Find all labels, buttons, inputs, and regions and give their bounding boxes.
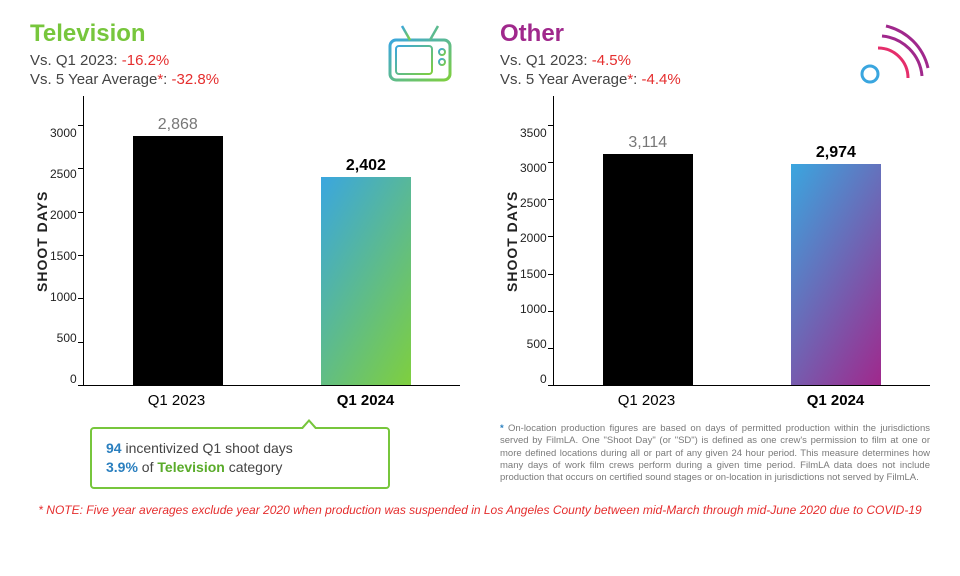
ytick-label: 2500 — [520, 196, 547, 210]
callout-rest2: of — [138, 459, 157, 475]
ytick-label: 3000 — [520, 161, 547, 175]
ytick-label: 3000 — [50, 126, 77, 140]
other-chart: SHOOT DAYS 3500300025002000150010005000 … — [500, 96, 930, 386]
tv-vs-5yr: Vs. 5 Year Average*: -32.8% — [30, 71, 380, 88]
tv-vs-5yr-label-pre: Vs. 5 Year Average — [30, 71, 157, 88]
bar-value-label: 2,402 — [346, 157, 386, 175]
other-footnote: * On-location production figures are bas… — [500, 423, 930, 485]
ytick-label: 500 — [57, 331, 77, 345]
other-ylabel: SHOOT DAYS — [500, 96, 520, 386]
tv-ylabel: SHOOT DAYS — [30, 96, 50, 386]
tv-xcats: Q1 2023 Q1 2024 — [30, 392, 460, 409]
other-vs-5yr-label-pre: Vs. 5 Year Average — [500, 71, 627, 88]
ytick-label: 2000 — [50, 208, 77, 222]
other-plot: 3,114 2,974 — [553, 96, 930, 386]
other-panel: Other Vs. Q1 2023: -4.5% Vs. 5 Year Aver… — [500, 20, 930, 489]
other-vs-q1: Vs. Q1 2023: -4.5% — [500, 52, 850, 69]
television-icon — [380, 20, 460, 90]
tv-vs-q1-label: Vs. Q1 2023: — [30, 52, 122, 69]
ytick-label: 1500 — [50, 249, 77, 263]
other-title: Other — [500, 20, 850, 48]
bar-group: 3,114 — [598, 134, 698, 385]
tv-vs-q1: Vs. Q1 2023: -16.2% — [30, 52, 380, 69]
bottom-note: * NOTE: Five year averages exclude year … — [30, 503, 930, 517]
ytick-label: 0 — [70, 372, 77, 386]
tv-chart: SHOOT DAYS 3000 2500 2000 1500 1000 500 0 2,86… — [30, 96, 460, 386]
ytick-label: 2000 — [520, 231, 547, 245]
bar-value-label: 3,114 — [628, 134, 667, 152]
x-category: Q1 2023 — [127, 392, 227, 409]
other-vs-q1-label: Vs. Q1 2023: — [500, 52, 592, 69]
tv-plot: 2,868 2,402 — [83, 96, 460, 386]
other-header: Other Vs. Q1 2023: -4.5% Vs. 5 Year Aver… — [500, 20, 930, 90]
bar-group: 2,974 — [786, 144, 886, 385]
ytick-label: 1500 — [520, 267, 547, 281]
tv-callout: 94 incentivized Q1 shoot days 3.9% of Te… — [90, 427, 390, 489]
callout-rest1: incentivized Q1 shoot days — [122, 440, 293, 456]
ytick-label: 2500 — [50, 167, 77, 181]
tv-vs-q1-val: -16.2% — [122, 52, 170, 69]
bar — [321, 177, 411, 385]
tv-vs-5yr-val: -32.8% — [172, 71, 220, 88]
bar — [791, 164, 881, 385]
x-category: Q1 2024 — [786, 392, 886, 409]
other-xcats: Q1 2023 Q1 2024 — [500, 392, 930, 409]
bar-value-label: 2,868 — [158, 116, 198, 134]
bar-value-label: 2,974 — [816, 144, 856, 162]
callout-rest3: category — [225, 459, 283, 475]
ytick-label: 1000 — [520, 302, 547, 316]
panels: Television Vs. Q1 2023: -16.2% Vs. 5 Yea… — [30, 20, 930, 489]
tv-panel: Television Vs. Q1 2023: -16.2% Vs. 5 Yea… — [30, 20, 460, 489]
bar — [603, 154, 693, 385]
callout-cat: Television — [157, 459, 224, 475]
bar-group: 2,402 — [316, 157, 416, 385]
bar-group: 2,868 — [128, 116, 228, 385]
ytick-label: 3500 — [520, 126, 547, 140]
callout-n: 94 — [106, 440, 122, 456]
ytick-label: 500 — [527, 337, 547, 351]
other-vs-q1-val: -4.5% — [592, 52, 631, 69]
other-vs-5yr-val: -4.4% — [642, 71, 681, 88]
tv-vs-5yr-label-post: : — [163, 71, 171, 88]
other-footnote-text: On-location production figures are based… — [500, 423, 930, 483]
broadcast-icon — [850, 20, 930, 90]
tv-header: Television Vs. Q1 2023: -16.2% Vs. 5 Yea… — [30, 20, 460, 90]
other-vs-5yr: Vs. 5 Year Average*: -4.4% — [500, 71, 850, 88]
bar — [133, 136, 223, 385]
ytick-label: 0 — [540, 372, 547, 386]
x-category: Q1 2024 — [316, 392, 416, 409]
other-vs-5yr-label-post: : — [633, 71, 641, 88]
tv-title: Television — [30, 20, 380, 48]
callout-pct: 3.9% — [106, 459, 138, 475]
x-category: Q1 2023 — [597, 392, 697, 409]
ytick-label: 1000 — [50, 290, 77, 304]
